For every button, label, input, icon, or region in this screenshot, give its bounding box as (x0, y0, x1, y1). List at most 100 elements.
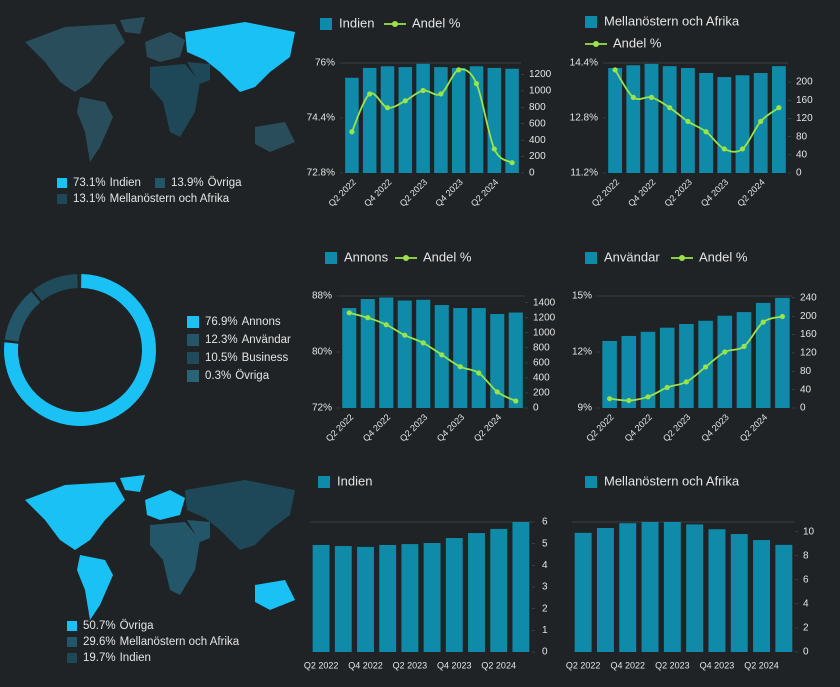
legend-swatch (67, 653, 77, 663)
x-tick-label: Q2 2022 (327, 177, 358, 208)
line-point (513, 398, 519, 404)
legend-label: 13.1% Mellanöstern och Afrika (73, 193, 230, 205)
legend-category: Business (242, 352, 289, 364)
bar (397, 300, 412, 408)
bar (644, 63, 659, 174)
bar (468, 533, 485, 652)
legend-label: 73.1% Indien (73, 177, 141, 189)
bar (755, 302, 771, 408)
line-point (667, 105, 673, 111)
bar (505, 68, 519, 173)
bar (662, 66, 677, 173)
x-tick-label: Q2 2022 (304, 660, 339, 670)
line-point (349, 129, 355, 135)
bar (490, 528, 508, 652)
bar (512, 522, 530, 652)
line-point (491, 146, 497, 152)
bar (490, 314, 505, 408)
region (77, 555, 113, 620)
legend-swatch (585, 252, 597, 264)
line-point (402, 98, 408, 104)
world-map-top (25, 17, 295, 162)
y2-tick-label: 200 (533, 388, 550, 399)
line-point (476, 370, 482, 376)
legend-label: Mellanöstern och Afrika (604, 13, 740, 28)
bar (360, 299, 375, 408)
legend-category: Annons (242, 316, 281, 328)
bar (471, 308, 486, 408)
bar (753, 540, 771, 652)
line-point (645, 394, 651, 400)
region (120, 475, 145, 492)
bar (717, 315, 733, 408)
y2-tick-label: 0 (803, 647, 809, 658)
line-point (648, 94, 655, 100)
x-tick-label: Q2 2024 (472, 412, 503, 443)
legend-swatch (585, 16, 597, 28)
line-point (703, 129, 709, 135)
y2-tick-label: 400 (529, 135, 546, 146)
y2-tick-label: 1000 (529, 86, 552, 97)
line (349, 311, 517, 402)
y2-tick-label: 0 (533, 403, 539, 414)
y2-tick-label: 10 (803, 526, 815, 537)
bar (699, 73, 714, 173)
region (25, 482, 125, 550)
region (150, 64, 200, 137)
x-tick-label: Q4 2023 (699, 412, 730, 443)
bar (453, 308, 468, 408)
bar (679, 324, 694, 408)
line-point (626, 397, 632, 404)
y2-tick-label: 600 (533, 358, 550, 369)
line-point (607, 396, 613, 402)
y2-tick-label: 1200 (533, 312, 556, 323)
legend-dot (593, 41, 599, 47)
x-tick-label: Q4 2022 (362, 177, 393, 208)
bar (602, 340, 617, 408)
y2-tick-label: 8 (803, 550, 809, 561)
legend-value: 12.3% (205, 334, 238, 346)
x-tick-label: Q2 2023 (655, 660, 690, 670)
legend-category: Övriga (208, 177, 242, 189)
y2-tick-label: 400 (533, 373, 550, 384)
y-tick-label: 9% (578, 403, 593, 414)
region (185, 22, 295, 92)
region (145, 490, 185, 520)
y2-tick-label: 200 (529, 151, 546, 162)
legend-value: 76.9% (205, 316, 238, 328)
legend-dot (403, 255, 409, 261)
y2-tick-label: 200 (800, 311, 817, 322)
bar (735, 75, 750, 173)
bar (775, 544, 793, 652)
legend-value: 0.3% (205, 370, 231, 382)
y2-tick-label: 600 (529, 118, 546, 129)
bar (596, 528, 614, 652)
y2-tick-label: 0 (796, 168, 802, 179)
bar (736, 312, 752, 408)
bar (640, 331, 656, 408)
y2-tick-label: 4 (803, 598, 809, 609)
line (609, 315, 783, 402)
y-tick-label: 12.8% (570, 113, 598, 124)
region (255, 122, 295, 152)
x-tick-label: Q2 2022 (566, 660, 601, 670)
legend-label: Andel % (412, 15, 461, 30)
bar (574, 532, 592, 652)
line-point (456, 67, 462, 73)
x-tick-label: Q4 2022 (610, 660, 645, 670)
y2-tick-label: 3 (542, 582, 548, 593)
bar (401, 544, 419, 652)
line-point (402, 332, 408, 338)
legend-label: 76.9% Annons (205, 316, 281, 328)
y2-tick-label: 6 (803, 574, 809, 585)
bar (334, 546, 352, 652)
bar (659, 327, 675, 408)
legend-label: Andel % (699, 249, 748, 264)
y2-tick-label: 80 (796, 131, 808, 142)
legend-label: 10.5% Business (205, 352, 289, 364)
legend-swatch (325, 252, 337, 264)
legend-category: Mellanöstern och Afrika (120, 636, 240, 648)
x-tick-label: Q4 2022 (361, 412, 392, 443)
y2-tick-label: 800 (533, 343, 550, 354)
x-tick-label: Q2 2022 (590, 177, 621, 208)
